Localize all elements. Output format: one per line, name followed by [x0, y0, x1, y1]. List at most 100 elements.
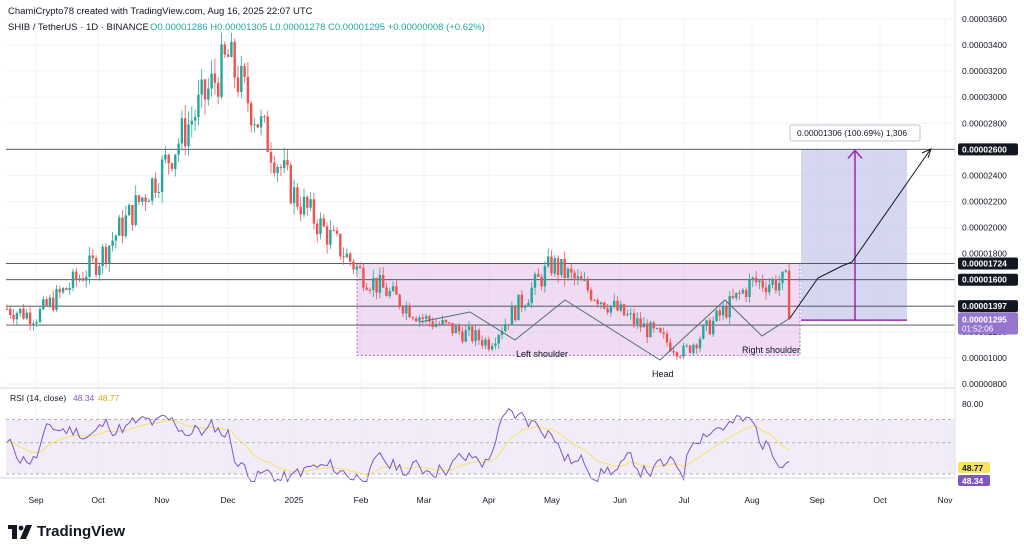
candle-body — [256, 124, 259, 128]
candle-body — [85, 276, 88, 281]
price-tick-label: 0.00001800 — [962, 249, 1007, 259]
candle-body — [474, 330, 477, 342]
candle-body — [675, 352, 679, 357]
candle-body — [464, 330, 467, 342]
candle-body — [391, 286, 395, 292]
candle-body — [764, 287, 768, 293]
chart-credit: ChamiCrypto78 created with TradingView.c… — [8, 6, 313, 17]
candle-body — [71, 271, 75, 288]
candle-body — [514, 306, 517, 321]
rsi-title: RSI (14, close) — [10, 393, 66, 403]
symbol-title[interactable]: SHIB / TetherUS · 1D · BINANCE — [8, 22, 149, 33]
candle-body — [111, 240, 114, 246]
annotations-layer: Left shoulder Head Right shoulder 0.0000130… — [419, 124, 932, 379]
candle-body — [556, 258, 560, 276]
candle-body — [362, 267, 365, 288]
candle-body — [741, 290, 745, 294]
candle-body — [385, 287, 388, 297]
candle-body — [332, 229, 335, 231]
candle-body — [613, 300, 616, 306]
candle-body — [507, 324, 510, 326]
candle-body — [530, 287, 533, 303]
candle-body — [715, 310, 718, 321]
candle-body — [405, 305, 408, 314]
candle-body — [415, 318, 418, 322]
time-tick-label: Feb — [354, 495, 369, 505]
candle-body — [642, 323, 646, 328]
candle-body — [705, 320, 708, 326]
candle-body — [454, 326, 457, 334]
candle-body — [65, 288, 68, 290]
price-tick-label: 0.00003200 — [962, 66, 1007, 76]
candle-body — [606, 308, 609, 313]
candle-body — [118, 217, 121, 236]
candle-body — [395, 286, 398, 295]
current-price-label: 0.00001295 — [962, 314, 1007, 324]
candle-body — [669, 342, 672, 352]
time-tick-label: Apr — [482, 495, 495, 505]
candle-body — [616, 300, 619, 311]
candle-body — [457, 326, 461, 332]
candle-body — [655, 328, 659, 330]
candle-body — [19, 308, 22, 314]
candle-body — [91, 255, 94, 259]
tradingview-logo-icon — [8, 524, 32, 539]
target-box — [801, 149, 907, 321]
candle-body — [431, 321, 434, 327]
candle-body — [220, 44, 223, 97]
candle-body — [98, 266, 101, 275]
candle-body — [484, 339, 487, 346]
tradingview-logo[interactable]: TradingView — [8, 523, 125, 540]
candle-body — [748, 279, 751, 297]
candle-body — [372, 277, 375, 291]
candle-body — [240, 65, 243, 92]
candle-body — [685, 345, 688, 347]
candle-body — [774, 279, 778, 291]
candle-body — [758, 280, 761, 283]
candle-body — [210, 73, 213, 89]
candle-body — [174, 154, 177, 169]
candle-body — [553, 258, 556, 274]
time-tick-label: Sep — [809, 495, 824, 505]
candle-body — [217, 82, 220, 97]
candle-body — [38, 308, 42, 323]
candle-body — [589, 290, 593, 301]
candle-body — [632, 313, 636, 325]
candle-body — [401, 306, 405, 314]
rsi-line — [6, 408, 790, 483]
candle-body — [751, 277, 754, 280]
candle-body — [167, 154, 170, 164]
candle-body — [550, 256, 553, 274]
candle-body — [25, 312, 28, 319]
time-tick-label: Oct — [873, 495, 887, 505]
axes-layer: 0.00003600 0.00003400 0.00003200 0.00003000… — [0, 0, 1018, 505]
candle-body — [560, 258, 563, 276]
candle-body — [646, 323, 649, 338]
candle-body — [428, 316, 431, 322]
candle-body — [58, 288, 61, 293]
candle-body — [306, 196, 309, 208]
level-badge-label: 0.00001600 — [962, 275, 1007, 285]
candle-body — [622, 304, 626, 316]
candle-body — [243, 65, 246, 77]
label-head: Head — [652, 369, 674, 379]
candle-body — [316, 223, 319, 235]
candle-body — [500, 331, 504, 336]
candle-body — [203, 79, 207, 100]
candle-body — [388, 291, 391, 297]
candle-body — [32, 323, 35, 325]
candle-body — [481, 340, 484, 346]
time-tick-label: Dec — [220, 495, 236, 505]
candle-body — [527, 302, 530, 307]
candle-body — [253, 124, 256, 126]
price-tick-label: 0.00002200 — [962, 197, 1007, 207]
candle-body — [170, 163, 174, 169]
candle-body — [593, 300, 596, 302]
candle-body — [639, 318, 642, 328]
candle-body — [540, 276, 543, 287]
candle-body — [784, 270, 787, 272]
candle-body — [438, 323, 441, 325]
candle-body — [266, 116, 269, 152]
price-tick-label: 0.00003400 — [962, 40, 1007, 50]
